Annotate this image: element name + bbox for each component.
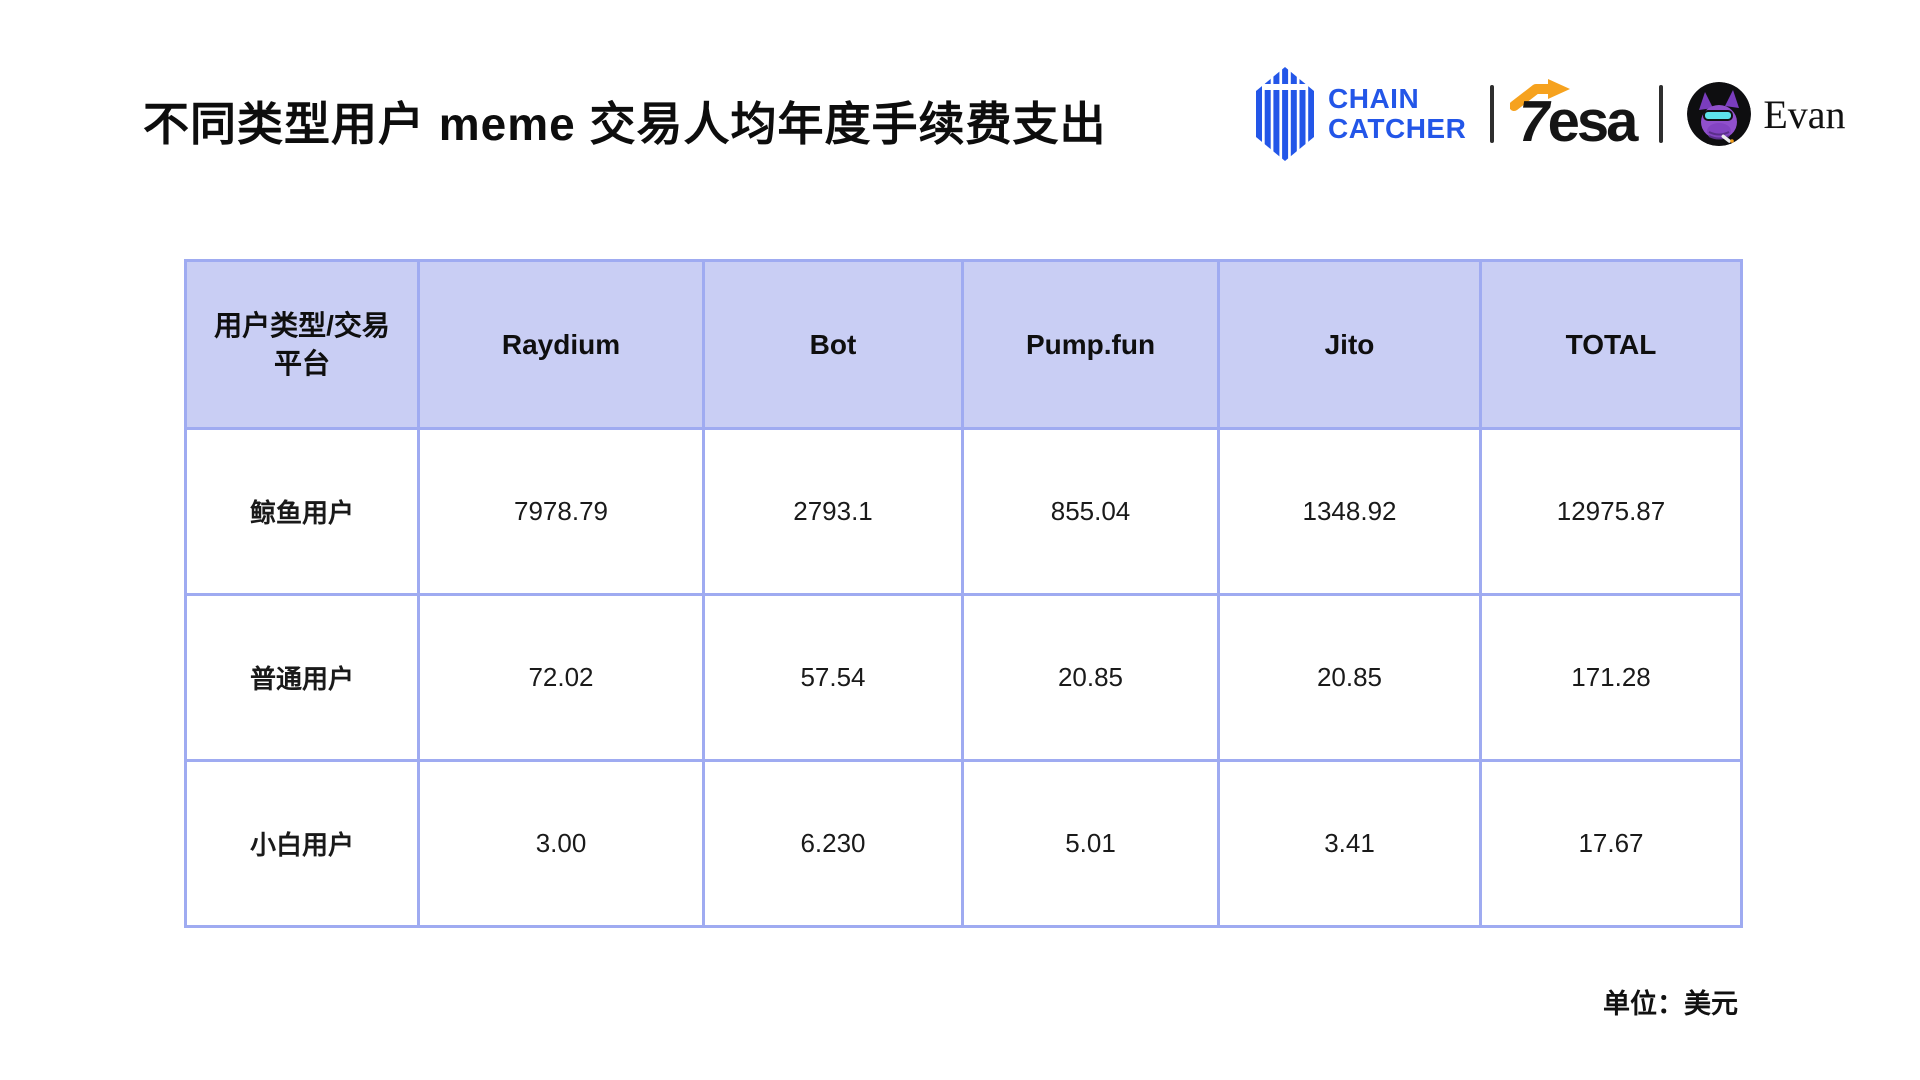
table-row-newbie: 小白用户 3.00 6.230 5.01 3.41 17.67 xyxy=(184,759,1743,928)
chaincatcher-line1: CHAIN xyxy=(1328,82,1420,114)
corner-header: 用户类型/交易 平台 xyxy=(184,259,420,430)
table-row-whale: 鲸鱼用户 7978.79 2793.1 855.04 1348.92 12975… xyxy=(184,427,1743,596)
cell-value: 171.28 xyxy=(1479,593,1743,762)
row-label: 普通用户 xyxy=(184,593,420,762)
divider xyxy=(1490,85,1495,143)
column-header-pumpfun: Pump.fun xyxy=(961,259,1220,430)
cell-value: 3.41 xyxy=(1217,759,1482,928)
unit-footnote: 单位：美元 xyxy=(1603,989,1738,1019)
cell-value: 6.230 xyxy=(702,759,964,928)
column-header-total: TOTAL xyxy=(1479,259,1743,430)
row-label: 鲸鱼用户 xyxy=(184,427,420,596)
divider xyxy=(1659,85,1664,143)
tesa-wordmark: 7esa xyxy=(1513,89,1639,154)
cell-value: 855.04 xyxy=(961,427,1220,596)
brand-row: CHAIN CATCHER 7esa Evan xyxy=(1256,66,1846,162)
chaincatcher-line2: CATCHER xyxy=(1328,113,1467,144)
corner-header-line1: 用户类型/交易 xyxy=(214,309,390,341)
cell-value: 17.67 xyxy=(1479,759,1743,928)
cell-value: 20.85 xyxy=(961,593,1220,762)
tesa-rest: esa xyxy=(1547,88,1639,154)
cell-value: 3.00 xyxy=(417,759,705,928)
author-block: Evan xyxy=(1687,82,1846,146)
chaincatcher-logo: CHAIN CATCHER xyxy=(1256,67,1466,161)
row-label: 小白用户 xyxy=(184,759,420,928)
cell-value: 20.85 xyxy=(1217,593,1482,762)
table-row-normal: 普通用户 72.02 57.54 20.85 20.85 171.28 xyxy=(184,593,1743,762)
tesa-logo: 7esa xyxy=(1510,78,1639,154)
column-header-jito: Jito xyxy=(1217,259,1482,430)
column-header-raydium: Raydium xyxy=(417,259,705,430)
purple-creature-avatar-icon xyxy=(1687,82,1752,146)
column-header-bot: Bot xyxy=(702,259,964,430)
cell-value: 12975.87 xyxy=(1479,427,1743,596)
fee-table: 用户类型/交易 平台 Raydium Bot Pump.fun Jito TOT… xyxy=(184,259,1743,928)
author-name: Evan xyxy=(1763,91,1846,137)
corner-header-line2: 平台 xyxy=(273,347,330,379)
cell-value: 57.54 xyxy=(702,593,964,762)
tesa-arrow-icon xyxy=(1510,78,1571,111)
cell-value: 1348.92 xyxy=(1217,427,1482,596)
page-title: 不同类型用户 meme 交易人均年度手续费支出 xyxy=(143,98,1107,150)
cell-value: 5.01 xyxy=(961,759,1220,928)
cell-value: 2793.1 xyxy=(702,427,964,596)
table-header-row: 用户类型/交易 平台 Raydium Bot Pump.fun Jito TOT… xyxy=(184,259,1743,430)
cell-value: 72.02 xyxy=(417,593,705,762)
cell-value: 7978.79 xyxy=(417,427,705,596)
chaincatcher-wordmark: CHAIN CATCHER xyxy=(1328,82,1467,144)
chaincatcher-icon xyxy=(1256,67,1314,161)
